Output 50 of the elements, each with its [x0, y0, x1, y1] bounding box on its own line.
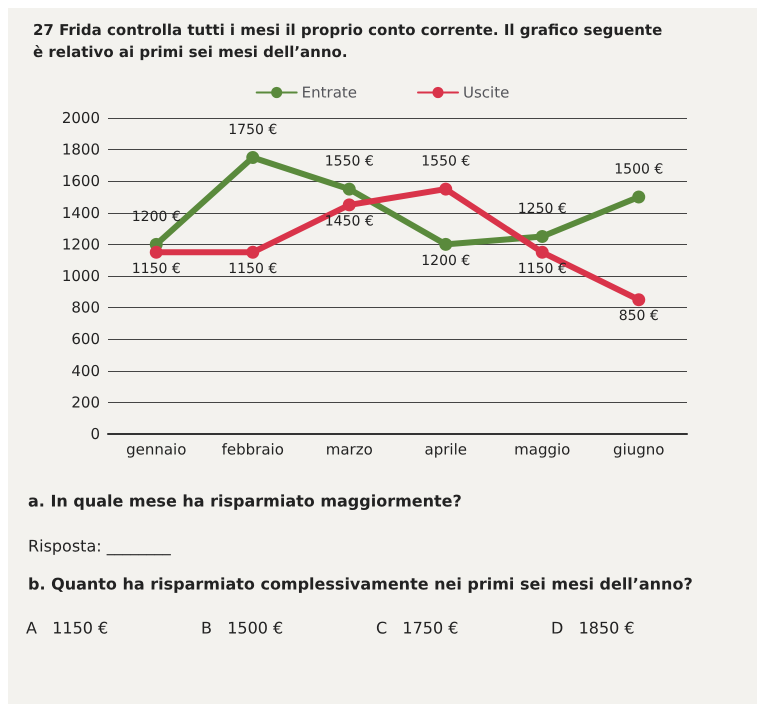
point: [342, 182, 356, 196]
point: [342, 198, 356, 212]
data-label: 1550 €: [421, 154, 470, 170]
data-label: 1550 €: [324, 154, 374, 170]
x-tick-label: maggio: [514, 440, 570, 458]
data-label: 1150 €: [228, 260, 278, 277]
point: [439, 182, 452, 196]
data-label: 850 €: [618, 308, 659, 324]
x-tick-label: febbraio: [222, 440, 284, 458]
legend-label: Entrate: [302, 84, 358, 102]
x-tick-label: giugno: [613, 440, 664, 458]
text: C 1750 €: [376, 618, 458, 638]
x-tick-label: gennaio: [126, 440, 186, 458]
y-tick-label: 0: [90, 425, 100, 443]
y-tick-label: 200: [71, 393, 100, 412]
text: D 1850 €: [551, 618, 635, 638]
y-tick-label: 1600: [62, 172, 100, 190]
point: [536, 246, 549, 259]
data-label: 1500 €: [614, 162, 664, 178]
y-tick-label: 1200: [62, 235, 100, 254]
y-tick-label: 600: [71, 330, 100, 348]
data-label: 1150 €: [518, 260, 567, 277]
point: [632, 190, 646, 204]
data-label: 1750 €: [228, 122, 278, 138]
point: [150, 246, 163, 259]
text: b. Quanto ha risparmiato complessivamente nei primi sei mesi dell’anno?: [28, 574, 693, 594]
legend-label: Uscite: [463, 84, 510, 102]
x-tick-label: aprile: [424, 440, 467, 458]
y-tick-label: 1400: [62, 204, 100, 222]
point: [439, 238, 452, 251]
text: Risposta: ________: [28, 536, 172, 556]
chart-title: 27 Frida controlla tutti i mesi il proprio conto corrente. Il grafico seguente è relativo ai primi sei mesi dell’anno.: [33, 21, 668, 61]
text: B 1500 €: [201, 618, 284, 638]
point: [536, 230, 549, 243]
point: [632, 293, 646, 306]
y-tick-label: 400: [71, 362, 100, 380]
y-tick-label: 2000: [62, 109, 100, 127]
text: A 1150 €: [26, 618, 108, 638]
point: [246, 246, 260, 259]
data-label: 1250 €: [518, 201, 567, 217]
y-tick-label: 1000: [62, 267, 100, 285]
x-tick-label: marzo: [326, 440, 373, 458]
data-label: 1200 €: [421, 252, 470, 269]
y-tick-label: 1800: [62, 140, 100, 159]
text: a. In quale mese ha risparmiato maggiormente?: [28, 492, 462, 510]
y-tick-label: 800: [71, 298, 100, 317]
data-label: 1200 €: [132, 208, 181, 225]
point: [246, 151, 260, 164]
data-label: 1450 €: [324, 213, 374, 230]
data-label: 1150 €: [132, 260, 181, 277]
